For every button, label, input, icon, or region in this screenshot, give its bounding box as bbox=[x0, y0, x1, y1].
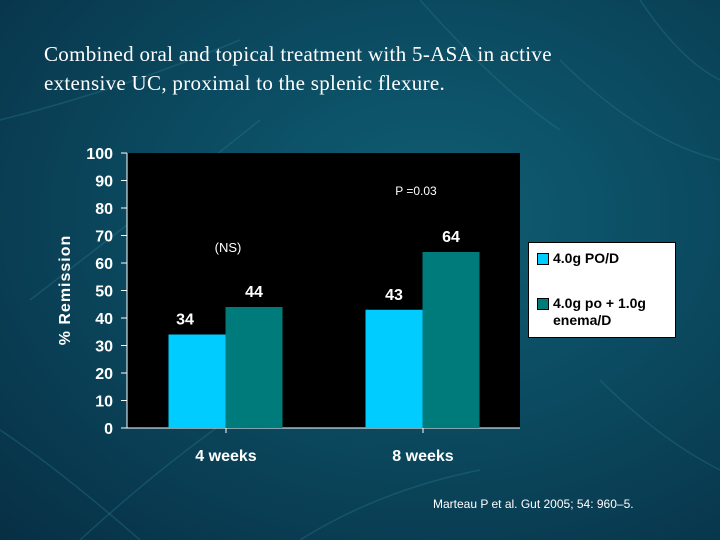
legend-label-series-2: 4.0g po + 1.0g enema/D bbox=[553, 295, 646, 328]
annotation-ns: (NS) bbox=[215, 240, 242, 255]
data-label-1-1: 34 bbox=[176, 312, 194, 329]
y-tick-label: 80 bbox=[95, 201, 113, 218]
y-tick-label: 10 bbox=[95, 394, 113, 411]
y-tick-label: 40 bbox=[95, 311, 113, 328]
y-tick-label: 30 bbox=[95, 339, 113, 356]
legend-swatch-series-1 bbox=[537, 253, 549, 265]
y-tick-label: 0 bbox=[104, 421, 113, 438]
legend-item-series-2: 4.0g po + 1.0g enema/D bbox=[537, 295, 677, 329]
bar-1-1 bbox=[168, 334, 226, 428]
y-tick-label: 60 bbox=[95, 256, 113, 273]
slide-title-line-2: extensive UC, proximal to the splenic fl… bbox=[44, 71, 446, 95]
y-tick-label: 50 bbox=[95, 284, 113, 301]
citation: Marteau P et al. Gut 2005; 54: 960–5. bbox=[433, 497, 634, 511]
slide-title: Combined oral and topical treatment with… bbox=[44, 40, 684, 98]
bar-2-1 bbox=[225, 307, 283, 428]
legend-swatch-series-2 bbox=[537, 298, 549, 310]
annotation-p-value: P =0.03 bbox=[395, 184, 437, 198]
x-tick-label: 4 weeks bbox=[195, 448, 256, 465]
data-label-2-1: 44 bbox=[245, 284, 263, 301]
legend-item-series-1: 4.0g PO/D bbox=[537, 250, 677, 267]
data-label-1-2: 43 bbox=[385, 287, 403, 304]
y-tick-label: 90 bbox=[95, 174, 113, 191]
y-tick-label: 100 bbox=[86, 146, 113, 163]
bar-1-2 bbox=[365, 309, 423, 428]
x-tick-label: 8 weeks bbox=[392, 448, 453, 465]
chart-legend: 4.0g PO/D 4.0g po + 1.0g enema/D bbox=[528, 242, 676, 338]
bar-2-2 bbox=[422, 252, 480, 428]
data-label-2-2: 64 bbox=[442, 229, 460, 246]
legend-label-series-1: 4.0g PO/D bbox=[553, 250, 620, 266]
y-tick-label: 70 bbox=[95, 229, 113, 246]
slide-title-line-1: Combined oral and topical treatment with… bbox=[44, 42, 552, 66]
y-tick-label: 20 bbox=[95, 366, 113, 383]
y-axis-title: % Remission bbox=[57, 235, 74, 346]
